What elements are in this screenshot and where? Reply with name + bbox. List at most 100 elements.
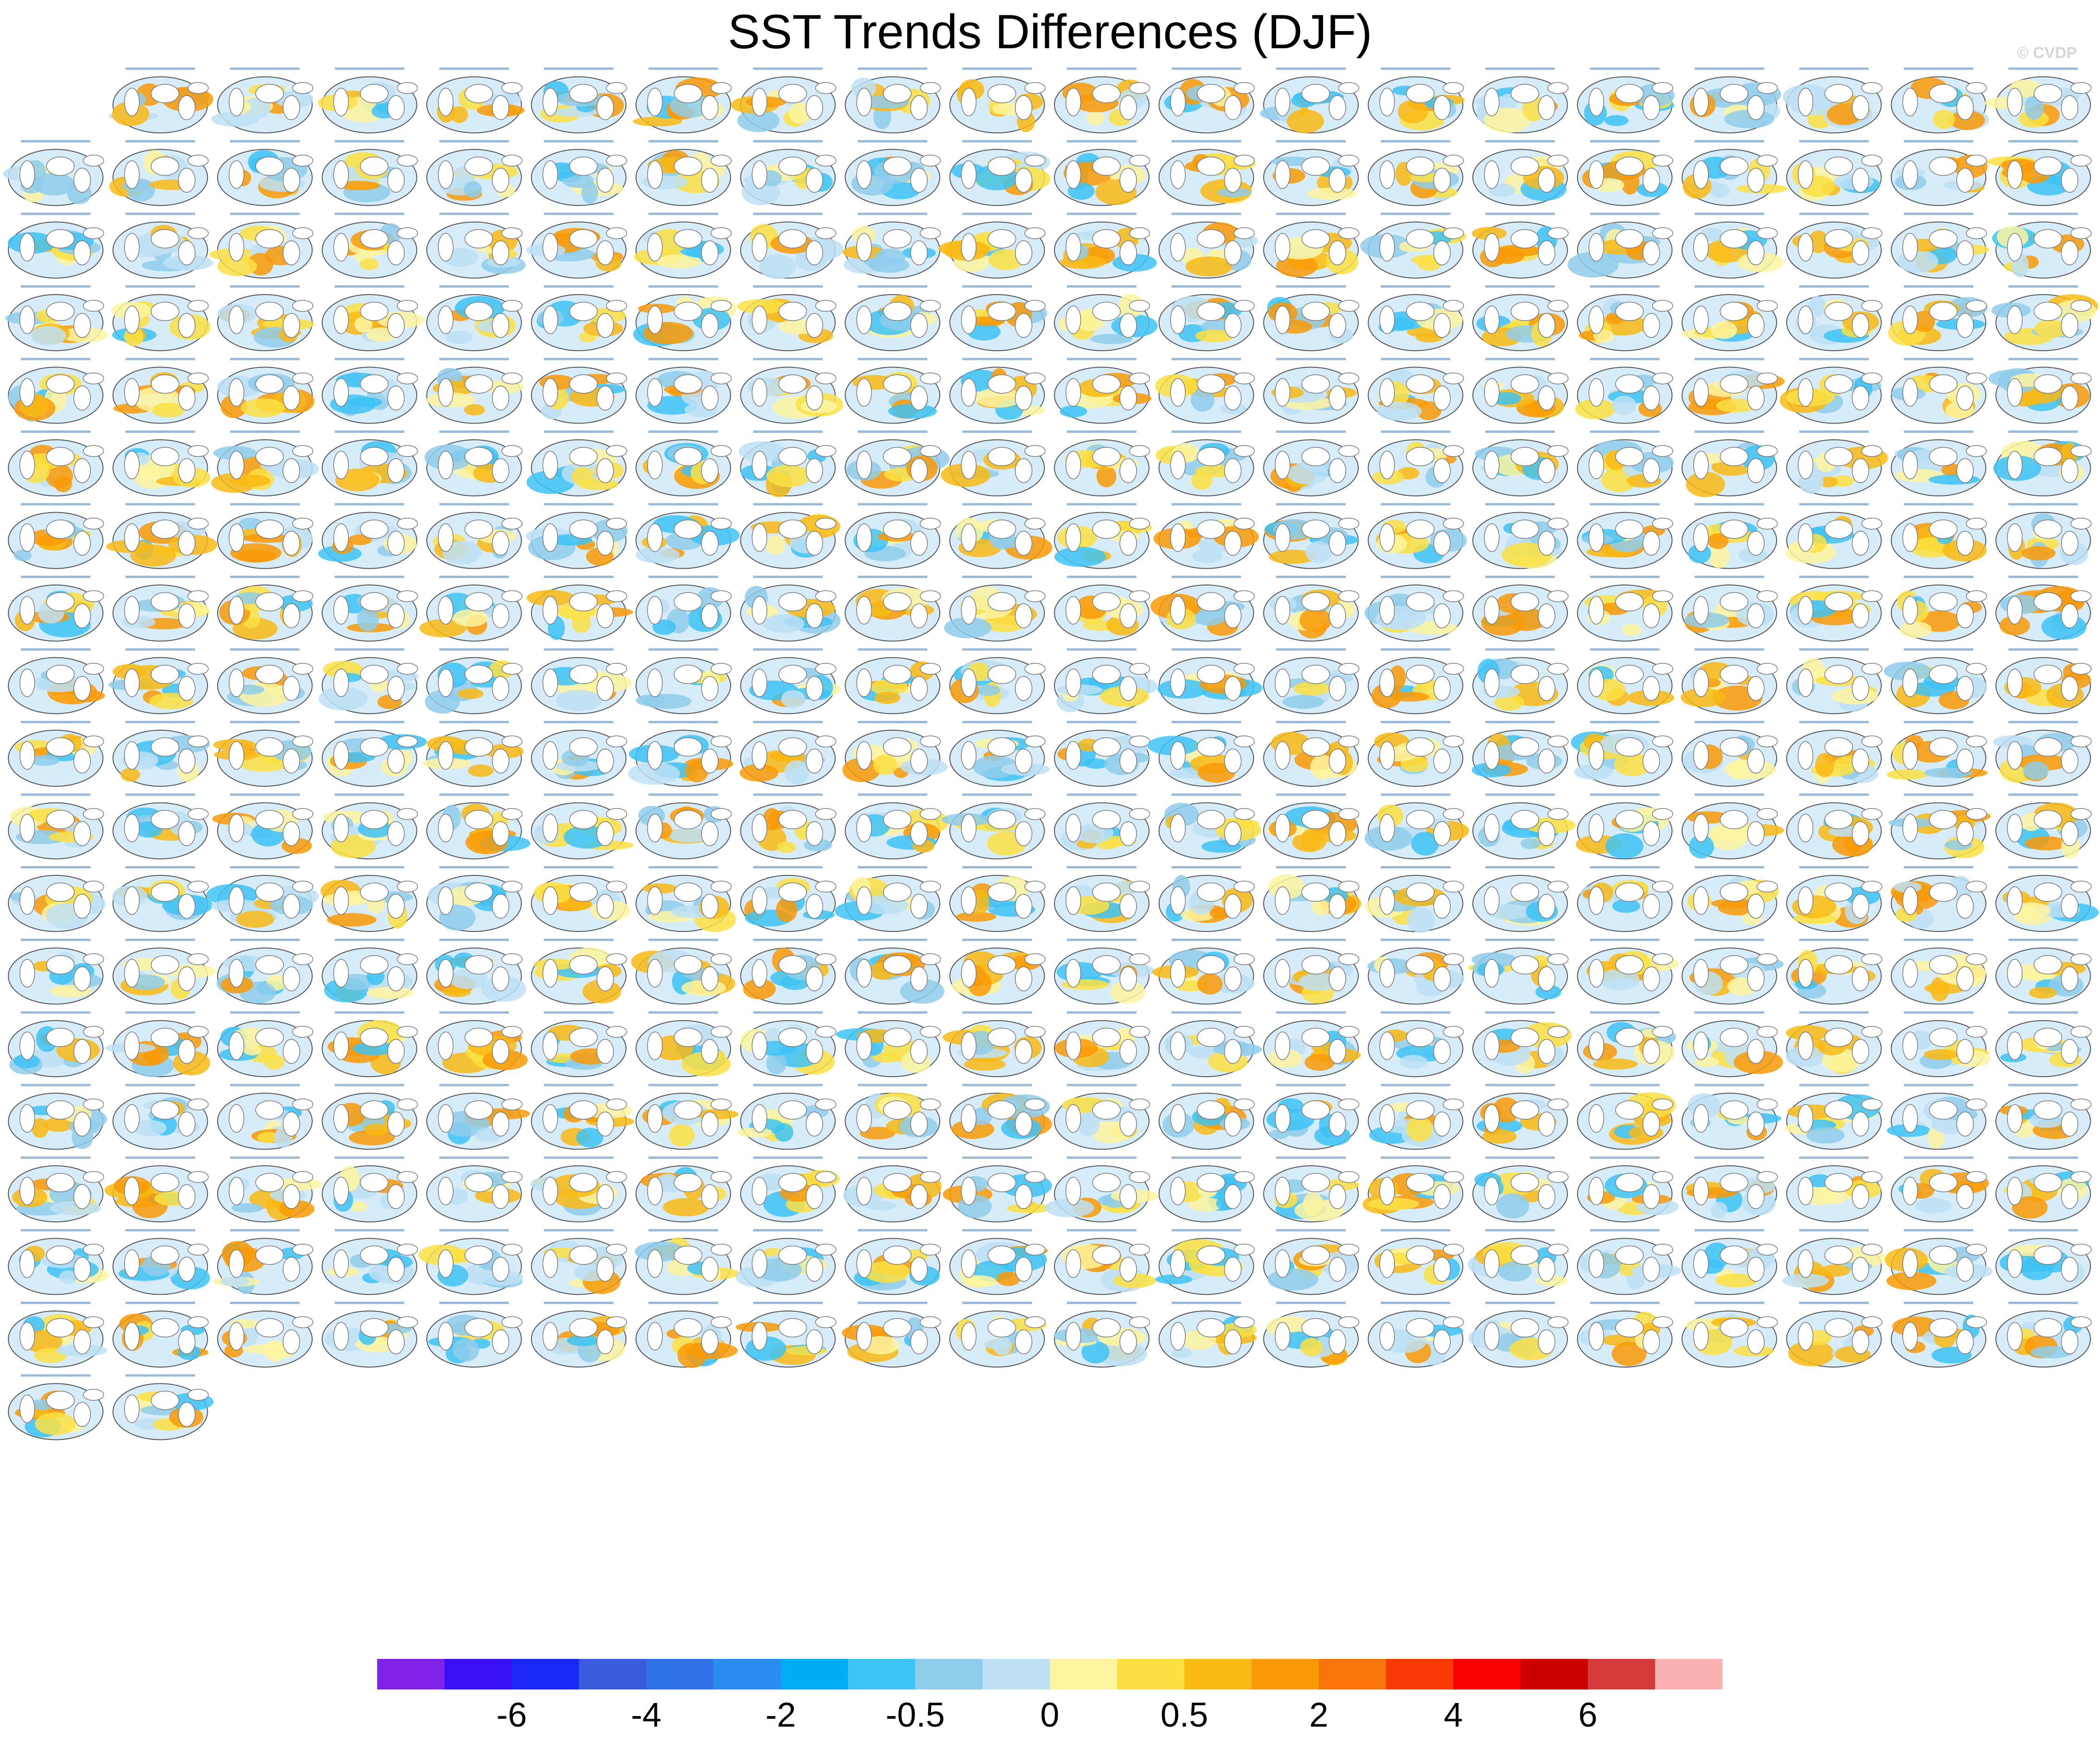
- land-mass: [46, 737, 75, 757]
- land-mass: [464, 592, 493, 612]
- land-mass: [815, 517, 836, 530]
- panel-caption: [1171, 938, 1241, 941]
- land-mass: [333, 523, 349, 552]
- land-mass: [883, 737, 912, 757]
- land-mass: [1066, 1176, 1081, 1206]
- land-mass: [1642, 313, 1660, 338]
- land-mass: [1929, 1173, 1958, 1193]
- land-mass: [229, 160, 244, 189]
- land-mass: [124, 378, 140, 407]
- land-mass: [19, 305, 35, 334]
- land-mass: [1015, 458, 1033, 483]
- land-mass: [124, 886, 140, 915]
- land-mass: [360, 302, 389, 321]
- land-mass: [701, 240, 719, 265]
- land-mass: [73, 1111, 91, 1137]
- panel-caption: [544, 1084, 614, 1086]
- land-mass: [187, 953, 209, 965]
- land-mass: [1024, 1171, 1046, 1183]
- land-mass: [292, 590, 314, 602]
- land-mass: [1747, 1184, 1765, 1209]
- map-panel: [1682, 140, 1788, 206]
- map-panel: [1364, 793, 1469, 860]
- land-mass: [1652, 880, 1673, 893]
- land-mass: [987, 1318, 1016, 1338]
- land-mass: [1233, 735, 1255, 747]
- land-mass: [1196, 84, 1226, 103]
- land-mass: [1693, 378, 1709, 407]
- land-mass: [1798, 1104, 1814, 1133]
- land-mass: [1902, 814, 1918, 842]
- land-mass: [1798, 886, 1814, 915]
- land-mass: [1538, 1329, 1555, 1355]
- land-mass: [1066, 378, 1081, 407]
- land-mass: [19, 741, 35, 770]
- map-panel: [1362, 1156, 1464, 1222]
- map-panel: [949, 1229, 1048, 1295]
- sst-anomaly-blob: [1614, 753, 1651, 776]
- panel-caption: [1799, 503, 1869, 506]
- land-mass: [1902, 305, 1918, 334]
- land-mass: [1861, 590, 1882, 602]
- sst-anomaly-blob: [463, 181, 482, 198]
- land-mass: [778, 520, 807, 539]
- land-mass: [2033, 665, 2062, 684]
- panel-caption: [1695, 140, 1764, 142]
- land-mass: [1066, 523, 1081, 552]
- map-panel: [1577, 1156, 1679, 1222]
- land-mass: [2007, 668, 2023, 697]
- panel-caption: [439, 212, 509, 215]
- land-mass: [83, 300, 104, 312]
- panel-caption: [2008, 285, 2078, 288]
- panel-caption: [753, 1011, 823, 1014]
- land-mass: [1015, 821, 1033, 846]
- panel-caption: [1695, 866, 1764, 868]
- land-mass: [1129, 1171, 1150, 1183]
- land-mass: [1756, 1098, 1778, 1111]
- map-panel: [1891, 140, 1988, 206]
- land-mass: [1066, 814, 1081, 842]
- land-mass: [1024, 227, 1046, 239]
- map-panel: [104, 1156, 209, 1222]
- land-mass: [1338, 590, 1360, 602]
- land-mass: [1851, 603, 1869, 629]
- land-mass: [1798, 450, 1814, 480]
- land-mass: [229, 596, 244, 625]
- panel-caption: [334, 793, 405, 796]
- panel-caption: [334, 866, 405, 868]
- panel-caption: [1171, 285, 1241, 288]
- sst-anomaly-blob: [1090, 334, 1133, 344]
- land-mass: [1015, 385, 1033, 411]
- panel-caption: [1067, 358, 1137, 360]
- panel-caption: [1485, 793, 1555, 796]
- sst-anomaly-blob: [784, 760, 809, 785]
- panel-caption: [649, 212, 718, 215]
- land-mass: [1224, 821, 1242, 846]
- sst-anomaly-blob: [2024, 95, 2044, 120]
- land-mass: [569, 1100, 598, 1120]
- land-mass: [1129, 1316, 1150, 1328]
- land-mass: [2070, 154, 2092, 167]
- map-panel: [1682, 938, 1784, 1005]
- land-mass: [187, 880, 209, 893]
- land-mass: [1066, 886, 1081, 915]
- land-mass: [1433, 966, 1451, 991]
- land-mass: [1129, 808, 1150, 820]
- land-mass: [701, 1329, 719, 1355]
- land-mass: [1642, 531, 1660, 556]
- land-mass: [1170, 378, 1186, 407]
- land-mass: [710, 1171, 732, 1183]
- panel-caption: [858, 721, 927, 723]
- land-mass: [19, 1249, 35, 1278]
- land-mass: [1588, 450, 1605, 480]
- land-mass: [1547, 154, 1569, 167]
- land-mass: [292, 154, 314, 167]
- panel-caption: [1171, 212, 1241, 215]
- sst-anomaly-blob: [1622, 623, 1642, 636]
- land-mass: [674, 1318, 702, 1338]
- map-panel: [1577, 140, 1673, 206]
- land-mass: [283, 1039, 300, 1064]
- land-mass: [815, 662, 836, 675]
- land-mass: [910, 1184, 928, 1209]
- panel-caption: [439, 1011, 509, 1014]
